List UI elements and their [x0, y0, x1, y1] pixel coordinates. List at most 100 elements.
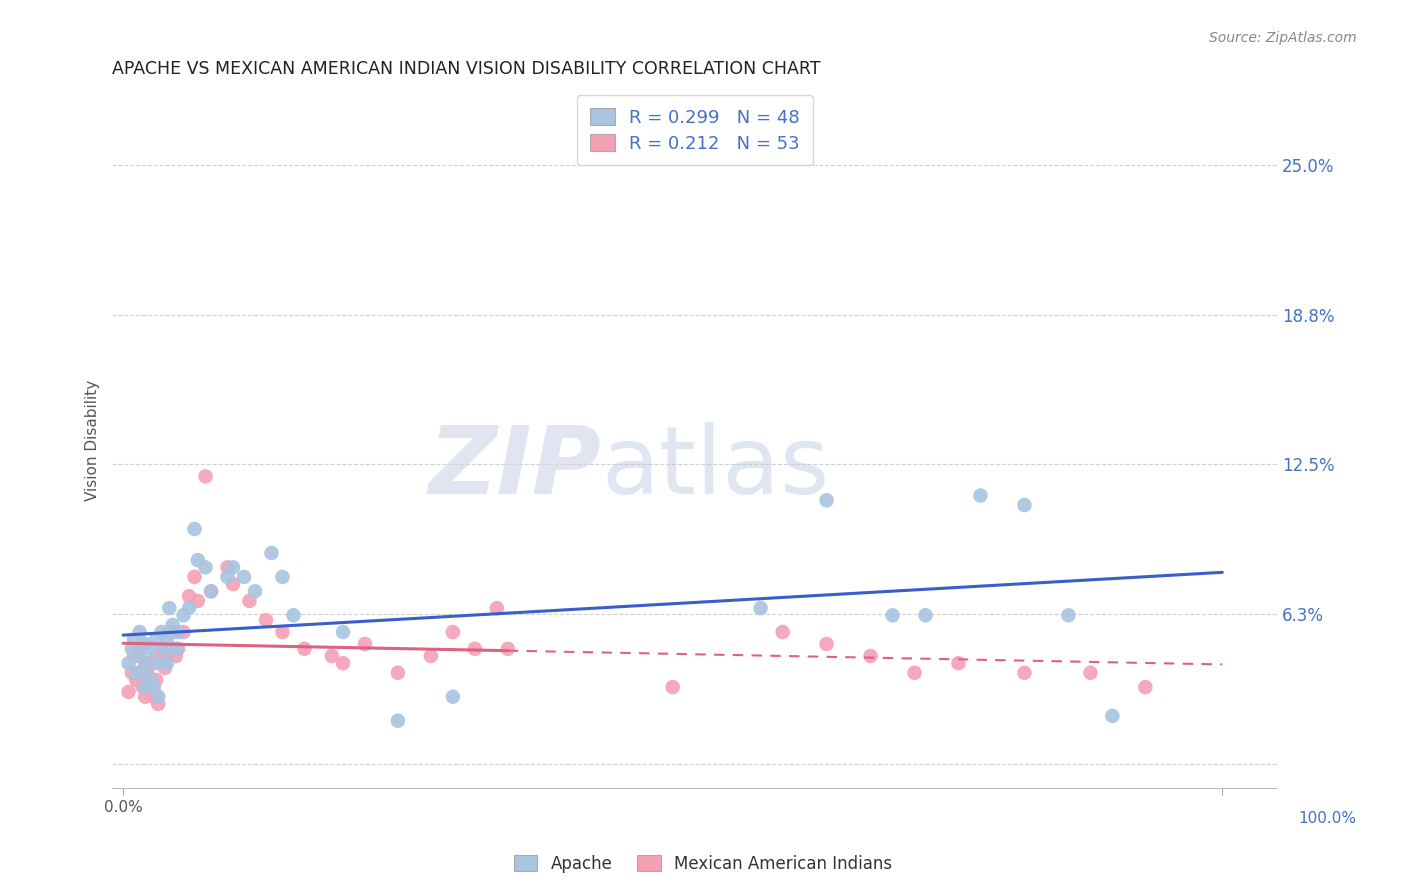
Point — [815, 493, 838, 508]
Point — [661, 680, 683, 694]
Point — [859, 648, 882, 663]
Point — [153, 661, 176, 675]
Text: 100.0%: 100.0% — [1299, 812, 1357, 826]
Point — [283, 608, 305, 623]
Point — [167, 641, 190, 656]
Point — [271, 625, 294, 640]
Point — [1101, 709, 1123, 723]
Point — [332, 656, 354, 670]
Point — [132, 680, 155, 694]
Point — [485, 601, 508, 615]
Point — [128, 641, 150, 656]
Point — [128, 665, 150, 680]
Point — [136, 665, 159, 680]
Point — [969, 488, 991, 502]
Legend: R = 0.299   N = 48, R = 0.212   N = 53: R = 0.299 N = 48, R = 0.212 N = 53 — [576, 95, 813, 165]
Point — [167, 625, 190, 640]
Point — [321, 648, 343, 663]
Point — [177, 589, 200, 603]
Point — [156, 632, 179, 647]
Point — [496, 641, 519, 656]
Point — [156, 656, 179, 670]
Point — [1080, 665, 1102, 680]
Point — [1014, 498, 1036, 512]
Point — [815, 637, 838, 651]
Point — [914, 608, 936, 623]
Point — [139, 656, 162, 670]
Point — [903, 665, 925, 680]
Point — [121, 665, 143, 680]
Point — [125, 665, 148, 680]
Point — [294, 641, 316, 656]
Point — [145, 673, 167, 687]
Point — [148, 690, 170, 704]
Point — [128, 648, 150, 663]
Point — [165, 648, 187, 663]
Y-axis label: Vision Disability: Vision Disability — [86, 380, 100, 501]
Point — [142, 690, 165, 704]
Point — [145, 656, 167, 670]
Point — [128, 625, 150, 640]
Point — [173, 625, 195, 640]
Point — [387, 714, 409, 728]
Point — [200, 584, 222, 599]
Point — [121, 641, 143, 656]
Point — [132, 665, 155, 680]
Point — [142, 680, 165, 694]
Point — [134, 690, 156, 704]
Point — [238, 594, 260, 608]
Point — [222, 560, 245, 574]
Legend: Apache, Mexican American Indians: Apache, Mexican American Indians — [508, 848, 898, 880]
Point — [136, 656, 159, 670]
Point — [117, 656, 139, 670]
Point — [156, 648, 179, 663]
Point — [948, 656, 970, 670]
Point — [177, 601, 200, 615]
Point — [125, 673, 148, 687]
Point — [139, 641, 162, 656]
Point — [332, 625, 354, 640]
Point — [222, 577, 245, 591]
Point — [217, 560, 239, 574]
Point — [882, 608, 904, 623]
Text: Source: ZipAtlas.com: Source: ZipAtlas.com — [1209, 31, 1357, 45]
Point — [464, 641, 486, 656]
Point — [260, 546, 283, 560]
Point — [419, 648, 441, 663]
Point — [1135, 680, 1157, 694]
Point — [173, 608, 195, 623]
Point — [134, 680, 156, 694]
Point — [148, 697, 170, 711]
Point — [122, 648, 145, 663]
Text: atlas: atlas — [602, 422, 830, 514]
Text: APACHE VS MEXICAN AMERICAN INDIAN VISION DISABILITY CORRELATION CHART: APACHE VS MEXICAN AMERICAN INDIAN VISION… — [112, 60, 821, 78]
Point — [1057, 608, 1080, 623]
Point — [187, 594, 209, 608]
Point — [157, 601, 180, 615]
Point — [271, 570, 294, 584]
Point — [134, 656, 156, 670]
Point — [233, 570, 256, 584]
Point — [122, 632, 145, 647]
Point — [165, 641, 187, 656]
Point — [749, 601, 772, 615]
Point — [150, 641, 173, 656]
Point — [150, 625, 173, 640]
Point — [187, 553, 209, 567]
Point — [145, 632, 167, 647]
Point — [387, 665, 409, 680]
Point — [217, 570, 239, 584]
Point — [183, 570, 205, 584]
Point — [254, 613, 277, 627]
Point — [194, 560, 217, 574]
Point — [145, 648, 167, 663]
Point — [194, 469, 217, 483]
Point — [139, 685, 162, 699]
Text: ZIP: ZIP — [429, 422, 602, 514]
Point — [157, 625, 180, 640]
Point — [441, 625, 464, 640]
Point — [153, 641, 176, 656]
Point — [117, 685, 139, 699]
Point — [134, 637, 156, 651]
Point — [441, 690, 464, 704]
